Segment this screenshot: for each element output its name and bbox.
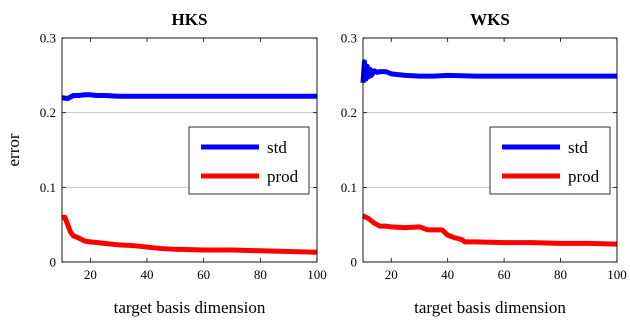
wks-ytick-label: 0 bbox=[351, 255, 358, 270]
hks-xtick-label: 100 bbox=[307, 267, 327, 282]
hks-legend-label-std: std bbox=[267, 138, 287, 157]
hks-xtick-label: 40 bbox=[141, 267, 154, 282]
wks-legend-label-prod: prod bbox=[568, 167, 600, 186]
hks-legend: std prod bbox=[188, 126, 310, 195]
hks-ytick-label: 0.2 bbox=[40, 105, 56, 120]
hks-series-prod bbox=[62, 214, 318, 255]
wks-legend: std prod bbox=[489, 126, 611, 195]
wks-ytick-label: 0.3 bbox=[341, 31, 357, 46]
wks-ytick-label: 0.1 bbox=[341, 180, 357, 195]
hks-ytick-label: 0.3 bbox=[40, 31, 56, 46]
hks-legend-box bbox=[188, 126, 310, 195]
hks-xtick-label: 20 bbox=[84, 267, 97, 282]
wks-xtick-label: 80 bbox=[554, 267, 567, 282]
wks-xlabel: target basis dimension bbox=[414, 298, 566, 317]
wks-series-prod bbox=[361, 213, 618, 247]
panel-wks: 20 40 60 80 100 0 0.1 0.2 0.3 WKS target basis dim… bbox=[341, 10, 627, 317]
hks-xtick-label: 80 bbox=[254, 267, 267, 282]
wks-legend-box bbox=[489, 126, 611, 195]
wks-xtick-label: 100 bbox=[607, 267, 627, 282]
hks-ytick-label: 0 bbox=[50, 255, 57, 270]
hks-legend-label-prod: prod bbox=[267, 167, 299, 186]
hks-axes-frame bbox=[61, 37, 318, 263]
wks-legend-label-std: std bbox=[568, 138, 588, 157]
wks-title: WKS bbox=[470, 10, 510, 29]
wks-xtick-label: 60 bbox=[498, 267, 511, 282]
wks-axes-frame bbox=[362, 37, 618, 263]
hks-series-std bbox=[61, 92, 317, 101]
wks-xtick-label: 20 bbox=[385, 267, 398, 282]
hks-ylabel: error bbox=[4, 133, 23, 166]
wks-ytick-label: 0.2 bbox=[341, 105, 357, 120]
hks-title: HKS bbox=[172, 10, 208, 29]
hks-xlabel: target basis dimension bbox=[114, 298, 266, 317]
wks-series-std bbox=[360, 59, 617, 83]
wks-xtick-label: 40 bbox=[441, 267, 454, 282]
hks-ytick-label: 0.1 bbox=[40, 180, 56, 195]
panel-hks: 20 40 60 80 100 0 0.1 0.2 0.3 HKS target basis dim… bbox=[4, 10, 327, 317]
hks-xtick-label: 60 bbox=[197, 267, 210, 282]
